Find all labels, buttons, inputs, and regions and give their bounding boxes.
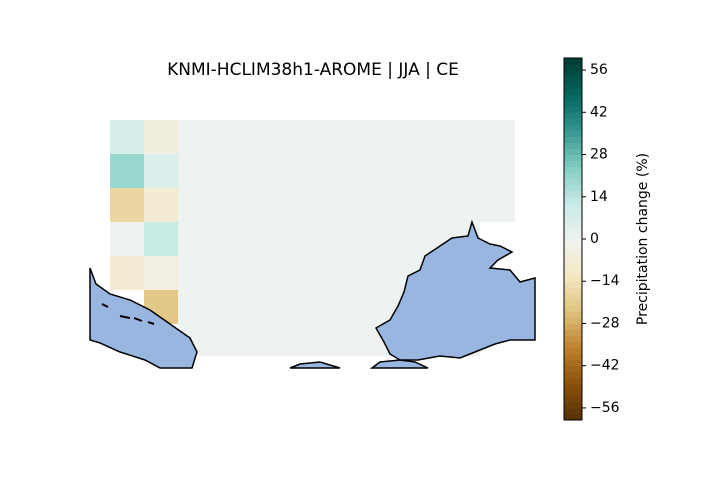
colorbar-segment xyxy=(564,106,582,113)
cell xyxy=(144,120,178,154)
colorbar-segment xyxy=(564,305,582,312)
colorbar-tick-label: −56 xyxy=(590,400,620,416)
colorbar xyxy=(564,58,582,421)
colorbar-segment xyxy=(564,214,582,222)
colorbar-segment xyxy=(564,136,582,143)
colorbar-segment xyxy=(564,232,582,240)
colorbar-segment xyxy=(564,269,582,276)
islands xyxy=(101,303,155,325)
colorbar-segment xyxy=(564,172,582,180)
chart-title: KNMI-HCLIM38h1-AROME | JJA | CE xyxy=(167,60,459,80)
cell xyxy=(144,222,178,256)
colorbar-segment xyxy=(564,94,582,101)
colorbar-tick-label: −42 xyxy=(590,358,620,374)
colorbar-segment xyxy=(564,160,582,168)
cell xyxy=(144,188,178,222)
colorbar-segment xyxy=(564,329,582,337)
colorbar-segment xyxy=(564,88,582,95)
colorbar-segment xyxy=(564,359,582,367)
colorbar-segment xyxy=(564,196,582,204)
colorbar-tick-label: −28 xyxy=(590,315,620,331)
sea-adriatic xyxy=(89,267,198,369)
colorbar-segment xyxy=(564,166,582,174)
colorbar-segment xyxy=(564,142,582,149)
sea-black xyxy=(374,219,536,361)
colorbar-segment xyxy=(564,389,582,397)
colorbar-segment xyxy=(564,383,582,391)
colorbar-segment xyxy=(564,407,582,415)
colorbar-segment xyxy=(564,208,582,216)
colorbar-segment xyxy=(564,377,582,385)
cell xyxy=(110,120,144,154)
colorbar-tick-label: 28 xyxy=(590,147,608,163)
cell xyxy=(110,222,144,256)
cell xyxy=(110,256,144,290)
colorbar-segment xyxy=(564,317,582,324)
colorbar-segment xyxy=(564,287,582,294)
colorbar-segment xyxy=(564,299,582,306)
colorbar-tick-label: −14 xyxy=(590,273,620,289)
field-background xyxy=(178,120,515,222)
colorbar-segment xyxy=(564,347,582,355)
colorbar-segment xyxy=(564,281,582,288)
colorbar-segment xyxy=(564,154,582,162)
colorbar-segment xyxy=(564,70,582,77)
colorbar-segment xyxy=(564,184,582,192)
colorbar-segment xyxy=(564,148,582,156)
colorbar-segment xyxy=(564,82,582,89)
colorbar-segment xyxy=(564,178,582,186)
colorbar-segment xyxy=(564,58,582,65)
colorbar-segment xyxy=(564,311,582,318)
colorbar-tick-label: 56 xyxy=(590,62,608,78)
colorbar-segment xyxy=(564,263,582,270)
colorbar-segment xyxy=(564,353,582,361)
colorbar-segment xyxy=(564,365,582,373)
colorbar-segment xyxy=(564,239,582,246)
colorbar-segment xyxy=(564,190,582,198)
colorbar-segment xyxy=(564,275,582,282)
cells xyxy=(110,120,178,324)
cell xyxy=(110,154,144,188)
colorbar-segment xyxy=(564,76,582,83)
colorbar-segment xyxy=(564,335,582,343)
colorbar-tick-label: 42 xyxy=(590,104,608,120)
colorbar-segment xyxy=(564,251,582,258)
colorbar-segment xyxy=(564,64,582,71)
colorbar-segment xyxy=(564,371,582,379)
colorbar-tick-label: 0 xyxy=(590,231,599,247)
colorbar-segment xyxy=(564,401,582,409)
colorbar-segment xyxy=(564,226,582,234)
cell xyxy=(110,188,144,222)
colorbar-segment xyxy=(564,293,582,300)
cell xyxy=(144,154,178,188)
colorbar-segment xyxy=(564,118,582,125)
cell xyxy=(144,256,178,290)
colorbar-segment xyxy=(564,341,582,349)
colorbar-segment xyxy=(564,124,582,131)
colorbar-segment xyxy=(564,202,582,210)
colorbar-segment xyxy=(564,395,582,403)
colorbar-segment xyxy=(564,220,582,228)
colorbar-segment xyxy=(564,100,582,107)
colorbar-segment xyxy=(564,413,582,421)
colorbar-label: Precipitation change (%) xyxy=(635,153,651,325)
colorbar-segment xyxy=(564,130,582,137)
colorbar-segment xyxy=(564,257,582,264)
colorbar-segment xyxy=(564,323,582,330)
sea-fragments xyxy=(289,359,429,369)
colorbar-tick-label: 14 xyxy=(590,189,608,205)
colorbar-segment xyxy=(564,112,582,119)
colorbar-segment xyxy=(564,245,582,252)
